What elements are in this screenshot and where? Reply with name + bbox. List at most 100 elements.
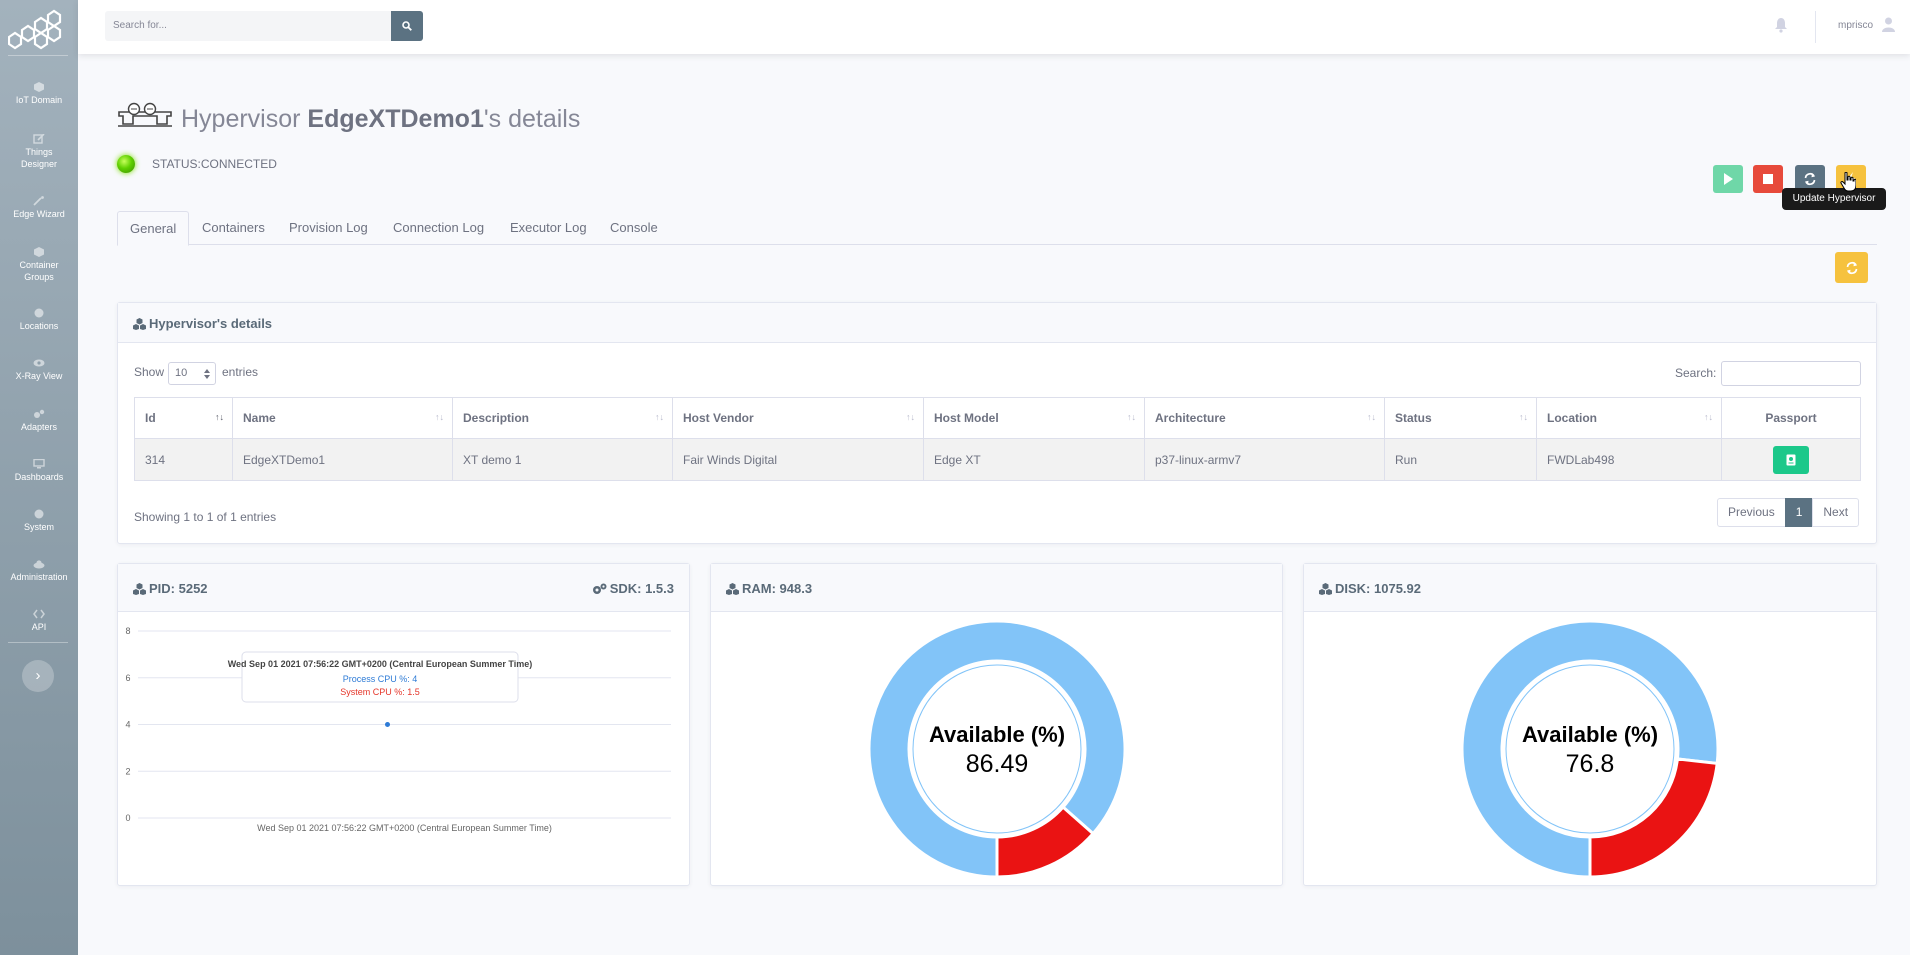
y-tick-label: 0 bbox=[125, 813, 130, 823]
tab-provision-log[interactable]: Provision Log bbox=[289, 220, 368, 235]
tab-containers[interactable]: Containers bbox=[202, 220, 265, 235]
tab-executor-log[interactable]: Executor Log bbox=[510, 220, 587, 235]
pagination: Previous 1 Next bbox=[1717, 498, 1860, 527]
page-length-value: 10 bbox=[175, 367, 188, 379]
sidebar-item-label: API bbox=[31, 622, 47, 632]
stop-button[interactable] bbox=[1753, 165, 1783, 193]
sidebar-item-xray-view[interactable]: X-Ray View bbox=[0, 358, 78, 382]
reload-button[interactable] bbox=[1835, 252, 1868, 283]
sidebar-item-adapters[interactable]: Adapters bbox=[0, 409, 78, 433]
column-header-host-vendor[interactable]: Host Vendor ↑↓ bbox=[672, 397, 924, 439]
cell-passport bbox=[1721, 438, 1861, 481]
tab-connection-log[interactable]: Connection Log bbox=[393, 220, 485, 235]
table-info: Showing 1 to 1 of 1 entries bbox=[134, 510, 277, 524]
username[interactable]: mprisco bbox=[1838, 20, 1874, 31]
search-input[interactable]: Search for... bbox=[105, 11, 391, 41]
cell-id: 314 bbox=[134, 438, 233, 481]
column-header-host-model[interactable]: Host Model ↑↓ bbox=[923, 397, 1145, 439]
disk-slice-available bbox=[1460, 619, 1720, 879]
sync-icon bbox=[1804, 172, 1816, 186]
y-tick-label: 4 bbox=[125, 720, 130, 730]
sort-caret-icon bbox=[204, 369, 210, 379]
topbar: Search for... mprisco bbox=[78, 0, 1910, 54]
stop-icon bbox=[1763, 174, 1773, 184]
hand-cursor-icon bbox=[1840, 172, 1856, 192]
search-button[interactable] bbox=[391, 11, 423, 41]
tab-bar: General Containers Provision Log Connect… bbox=[117, 211, 1877, 246]
sidebar-item-system[interactable]: System bbox=[0, 509, 78, 533]
next-page-button[interactable]: Next bbox=[1812, 498, 1860, 527]
sidebar-divider bbox=[8, 55, 68, 56]
sidebar-item-label: Edge Wizard bbox=[13, 209, 65, 219]
update-hypervisor-tooltip: Update Hypervisor bbox=[1782, 183, 1886, 210]
disk-card: DISK: 1075.92 Available (%) 76.8 bbox=[1303, 563, 1877, 886]
previous-page-button[interactable]: Previous bbox=[1717, 498, 1786, 527]
sidebar-item-administration[interactable]: Administration bbox=[0, 559, 78, 583]
edit-icon bbox=[33, 133, 45, 144]
sidebar-item-label: Adapters bbox=[20, 422, 58, 432]
sort-icon: ↑↓ bbox=[1704, 412, 1713, 422]
disk-title: DISK: 1075.92 bbox=[1335, 581, 1421, 596]
column-header-architecture[interactable]: Architecture ↑↓ bbox=[1144, 397, 1385, 439]
disk-center-value: 76.8 bbox=[1565, 750, 1615, 778]
cubes-icon bbox=[133, 318, 146, 330]
column-header-description[interactable]: Description ↑↓ bbox=[452, 397, 673, 439]
table-row[interactable]: 314 EdgeXTDemo1 XT demo 1 Fair Winds Dig… bbox=[134, 438, 1861, 481]
sidebar-item-container-groups[interactable]: Container Groups bbox=[0, 247, 78, 283]
search-icon bbox=[402, 21, 412, 31]
column-label: Host Model bbox=[934, 411, 999, 425]
tab-console[interactable]: Console bbox=[610, 220, 658, 235]
sidebar-item-edge-wizard[interactable]: Edge Wizard bbox=[0, 196, 78, 220]
y-tick-label: 8 bbox=[125, 626, 130, 636]
page-1-button[interactable]: 1 bbox=[1784, 498, 1814, 527]
sort-icon: ↑↓ bbox=[1127, 412, 1136, 422]
start-button[interactable] bbox=[1713, 165, 1743, 193]
cell-description: XT demo 1 bbox=[452, 438, 673, 481]
table-search-input[interactable] bbox=[1721, 361, 1861, 386]
page-length-select[interactable]: 10 bbox=[168, 362, 216, 385]
column-header-name[interactable]: Name ↑↓ bbox=[232, 397, 453, 439]
sidebar-item-things-designer[interactable]: Things Designer bbox=[0, 133, 78, 170]
sidebar-toggle-button[interactable]: › bbox=[22, 660, 54, 692]
cell-status: Run bbox=[1384, 438, 1537, 481]
sidebar-item-dashboards[interactable]: Dashboards bbox=[0, 458, 78, 483]
user-icon[interactable] bbox=[1882, 17, 1895, 32]
cpu-line-chart: 0 2 4 6 8 Wed Sep 01 2021 07:56:22 GMT+0200 (… bbox=[125, 626, 671, 833]
sort-icon: ↑↓ bbox=[215, 412, 224, 422]
card-header: RAM: 948.3 bbox=[711, 564, 1282, 612]
play-icon bbox=[1724, 173, 1733, 185]
column-label: Id bbox=[145, 411, 156, 425]
cubes-icon bbox=[726, 583, 739, 595]
column-header-id[interactable]: Id ↑↓ bbox=[134, 397, 233, 439]
ram-inner-ring bbox=[912, 664, 1082, 834]
column-header-location[interactable]: Location ↑↓ bbox=[1536, 397, 1722, 439]
sort-icon: ↑↓ bbox=[435, 412, 444, 422]
circle-icon bbox=[33, 509, 45, 519]
status-indicator bbox=[117, 155, 135, 173]
sidebar-item-api[interactable]: API bbox=[0, 609, 78, 633]
passport-button[interactable] bbox=[1773, 445, 1809, 474]
y-tick-label: 6 bbox=[125, 673, 130, 683]
card-title: PID: 5252 bbox=[133, 581, 208, 596]
cell-name: EdgeXTDemo1 bbox=[232, 438, 453, 481]
data-point-process-cpu bbox=[385, 722, 390, 727]
code-icon bbox=[33, 609, 45, 619]
x-tick-label: Wed Sep 01 2021 07:56:22 GMT+0200 (Centr… bbox=[257, 823, 552, 833]
tab-general[interactable]: General bbox=[117, 211, 190, 246]
column-header-status[interactable]: Status ↑↓ bbox=[1384, 397, 1537, 439]
bell-icon[interactable] bbox=[1774, 17, 1788, 33]
app-logo-icon[interactable] bbox=[8, 6, 68, 50]
sidebar-item-locations[interactable]: Locations bbox=[0, 308, 78, 332]
column-header-passport: Passport bbox=[1721, 397, 1861, 439]
sidebar: IoT Domain Things Designer Edge Wizard C… bbox=[0, 0, 78, 955]
sidebar-item-iot-domain[interactable]: IoT Domain bbox=[0, 82, 78, 106]
hypervisor-table: Id ↑↓ Name ↑↓ Description ↑↓ Host Vendor ↑↓ … bbox=[134, 397, 1861, 481]
sidebar-item-label: Dashboards bbox=[14, 472, 64, 482]
cubes-icon bbox=[133, 583, 146, 595]
cell-host-model: Edge XT bbox=[923, 438, 1145, 481]
column-label: Host Vendor bbox=[683, 411, 754, 425]
card-header: DISK: 1075.92 bbox=[1304, 564, 1876, 612]
table-search-label: Search: bbox=[1675, 366, 1717, 380]
ram-donut-chart bbox=[867, 619, 1127, 879]
column-label: Name bbox=[243, 411, 276, 425]
